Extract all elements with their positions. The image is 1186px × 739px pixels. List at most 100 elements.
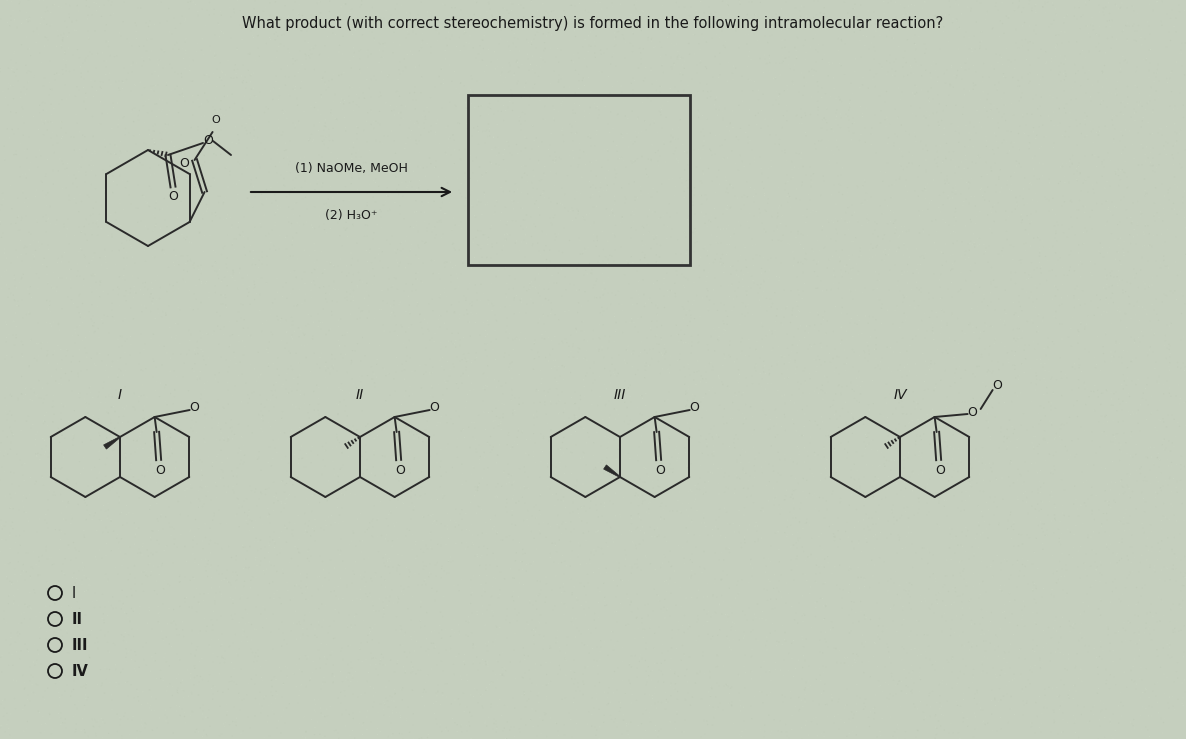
Point [142,277,161,289]
Point [212,65,231,77]
Point [528,730,547,739]
Point [973,442,991,454]
Point [683,389,702,401]
Point [312,203,331,215]
Point [0,426,13,437]
Point [1042,293,1061,305]
Point [1012,333,1031,344]
Point [633,260,652,272]
Point [789,705,808,717]
Point [740,342,759,354]
Point [505,603,524,615]
Point [147,270,166,282]
Point [943,653,962,664]
Point [1053,584,1072,596]
Point [228,44,247,55]
Point [684,374,703,386]
Point [43,282,62,293]
Point [21,333,40,345]
Point [375,13,394,24]
Point [313,676,332,688]
Point [676,670,695,682]
Point [1046,7,1065,19]
Point [125,603,144,615]
Point [13,338,32,350]
Point [1140,64,1159,76]
Point [686,189,704,201]
Point [299,544,318,556]
Point [1174,112,1186,123]
Point [403,26,422,38]
Point [674,542,693,554]
Point [607,717,626,729]
Point [706,212,725,224]
Point [371,304,390,316]
Point [66,723,85,735]
Point [473,700,492,712]
Point [439,555,458,567]
Point [795,456,814,468]
Point [413,24,432,35]
Point [11,92,30,103]
Text: I: I [72,585,76,601]
Point [658,696,677,708]
Point [116,182,135,194]
Point [789,228,808,240]
Point [704,99,723,111]
Point [445,338,464,350]
Point [38,443,57,454]
Point [120,540,139,552]
Point [49,708,68,720]
Point [725,223,744,235]
Point [559,304,578,316]
Point [359,169,378,181]
Point [1174,514,1186,526]
Point [151,457,170,469]
Point [850,350,869,361]
Point [933,199,952,211]
Point [436,146,455,158]
Point [121,282,140,294]
Point [676,4,695,16]
Point [597,480,616,492]
Point [940,630,959,641]
Point [246,623,264,635]
Point [773,695,792,707]
Point [107,75,126,87]
Point [1052,419,1071,431]
Point [333,653,352,665]
Point [959,595,978,607]
Point [242,515,261,527]
Polygon shape [604,465,620,477]
Point [361,625,380,637]
Point [655,549,674,561]
Point [28,123,47,135]
Point [534,310,553,321]
Point [772,25,791,37]
Point [546,466,565,478]
Point [69,205,88,217]
Point [237,76,256,88]
Point [257,716,276,728]
Point [722,621,741,633]
Point [831,321,850,333]
Point [905,126,924,138]
Point [1118,81,1137,92]
Point [409,242,428,253]
Point [1148,127,1167,139]
Point [113,174,132,186]
Point [701,145,720,157]
Point [686,394,704,406]
Point [122,242,141,253]
Point [606,171,625,183]
Point [176,95,195,107]
Point [407,668,426,680]
Point [700,358,719,370]
Point [718,152,737,164]
Point [840,565,859,576]
Point [719,280,738,292]
Point [790,532,809,544]
Point [83,270,102,282]
Point [727,353,746,364]
Point [986,411,1005,423]
